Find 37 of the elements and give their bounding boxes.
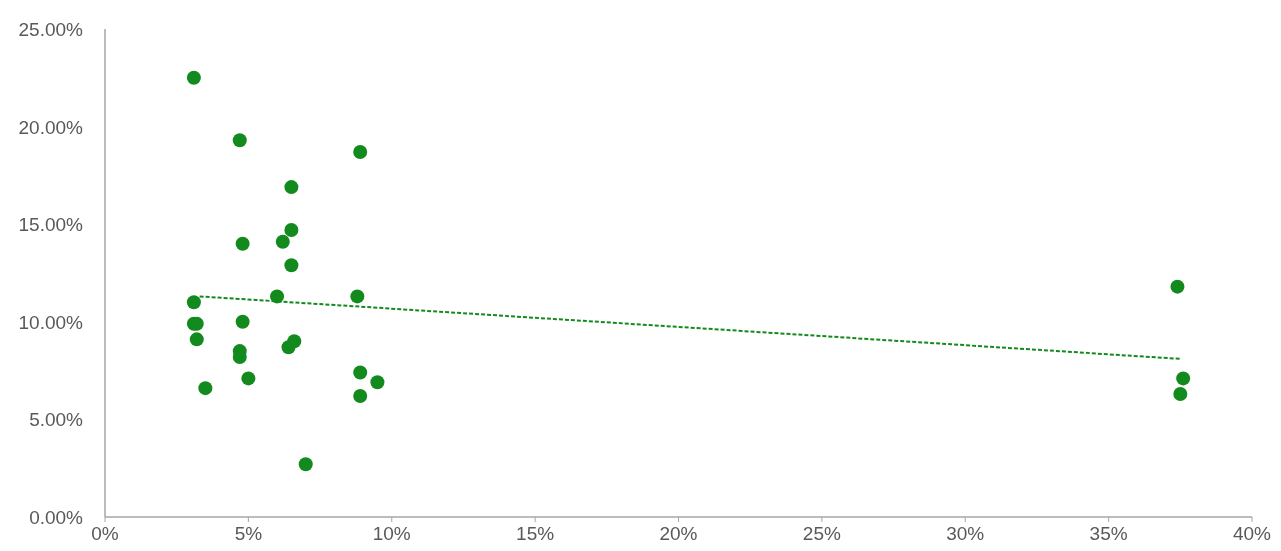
x-tick-label: 15%	[516, 523, 555, 544]
point	[241, 371, 256, 386]
y-tick-label: 25.00%	[18, 19, 84, 40]
point	[275, 234, 290, 249]
x-tick-label: 0%	[91, 523, 119, 544]
point	[186, 295, 201, 310]
y-tick-label: 15.00%	[18, 214, 84, 236]
point	[235, 314, 250, 329]
point	[350, 289, 365, 304]
point	[1176, 371, 1191, 386]
x-tick-label: 5%	[234, 523, 263, 544]
point	[198, 381, 213, 396]
point	[287, 334, 302, 349]
point	[284, 223, 299, 238]
x-tick-label: 10%	[372, 523, 411, 544]
point	[353, 365, 368, 380]
y-tick-label: 5.00%	[29, 409, 84, 431]
point	[189, 332, 204, 347]
point	[284, 180, 299, 195]
point	[370, 375, 385, 390]
point	[353, 144, 368, 159]
point	[232, 133, 247, 148]
x-tick-label: 35%	[1089, 523, 1128, 544]
point	[1173, 387, 1188, 402]
point	[353, 388, 368, 403]
y-tick-label: 10.00%	[18, 311, 84, 333]
point	[298, 457, 313, 472]
x-tick-label: 20%	[659, 523, 698, 544]
x-tick-label: 25%	[802, 523, 841, 544]
x-tick-label: 40%	[1232, 523, 1272, 544]
point	[284, 258, 299, 273]
point	[1170, 279, 1185, 294]
y-tick-label: 0.00%	[29, 507, 84, 528]
x-tick-label: 30%	[946, 523, 985, 544]
point	[186, 70, 201, 85]
y-tick-label: 20.00%	[18, 116, 84, 138]
point	[235, 236, 250, 251]
